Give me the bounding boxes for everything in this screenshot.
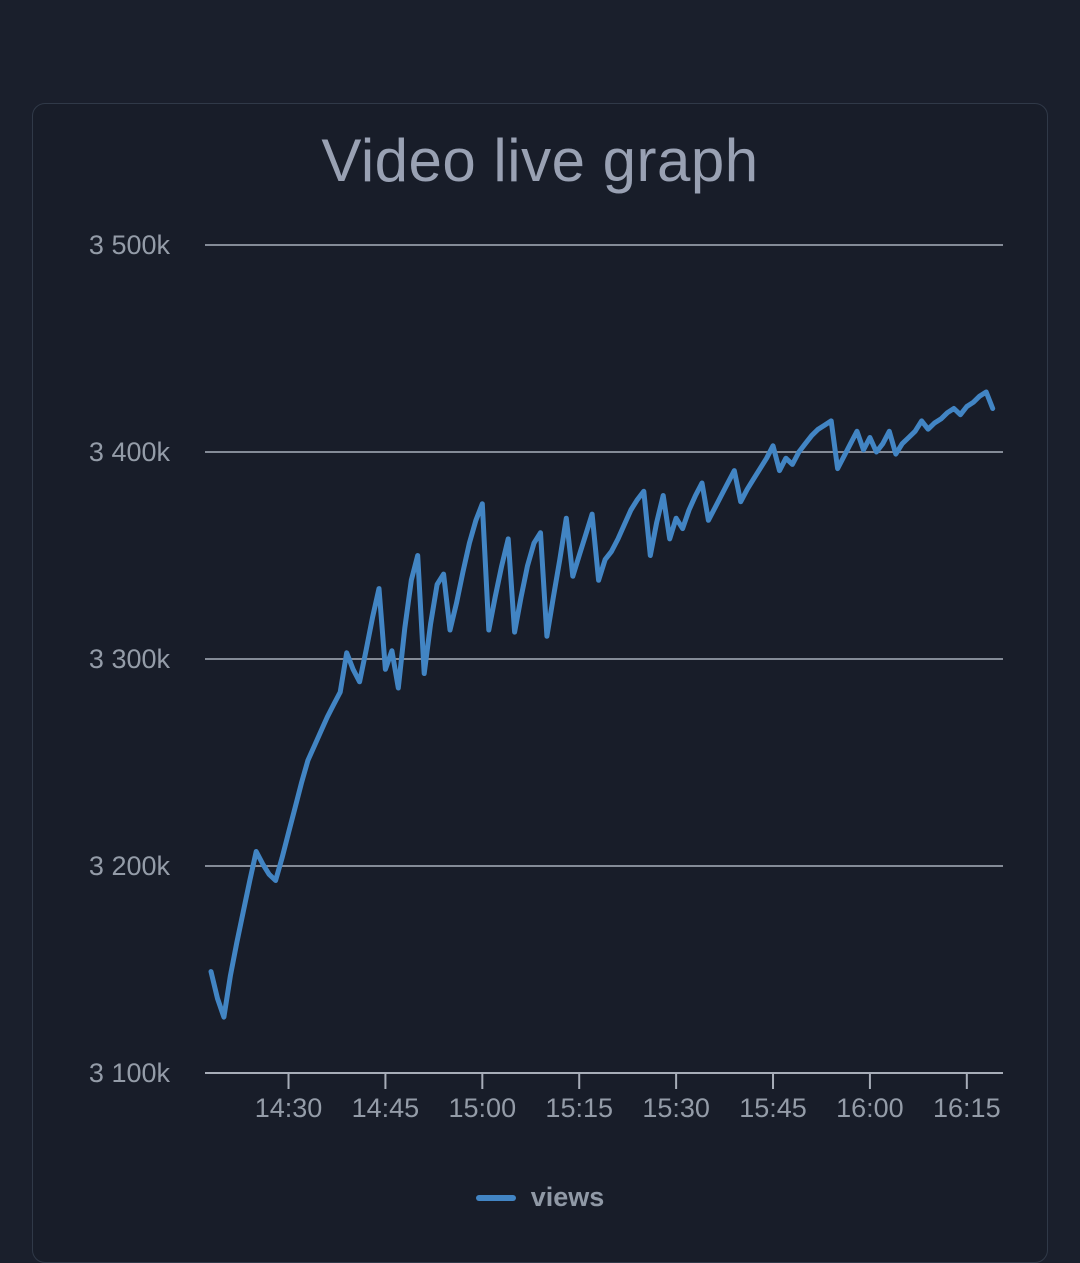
x-axis-label: 15:15: [545, 1093, 614, 1123]
legend: views: [32, 1182, 1048, 1213]
x-axis-label: 16:15: [933, 1093, 1001, 1123]
legend-entry-views[interactable]: views: [475, 1182, 605, 1213]
y-axis-label: 3 300k: [88, 644, 170, 674]
x-axis-label: 15:00: [448, 1093, 517, 1123]
y-axis-label: 3 500k: [88, 230, 170, 260]
legend-label-views: views: [530, 1182, 605, 1212]
x-axis-label: 14:45: [351, 1093, 420, 1123]
x-axis-label: 14:30: [254, 1093, 323, 1123]
views-line: [208, 389, 996, 1020]
chart-card: [32, 103, 1048, 1263]
x-axis-label: 16:00: [836, 1093, 904, 1123]
y-axis-label: 3 200k: [88, 851, 170, 881]
y-axis-label: 3 400k: [88, 437, 170, 467]
x-axis-label: 15:45: [739, 1093, 807, 1123]
x-axis-label: 15:30: [642, 1093, 710, 1123]
views-line-swatch-icon: [475, 1194, 516, 1201]
y-axis-label: 3 100k: [88, 1058, 170, 1088]
chart-title: Video live graph: [321, 127, 759, 194]
